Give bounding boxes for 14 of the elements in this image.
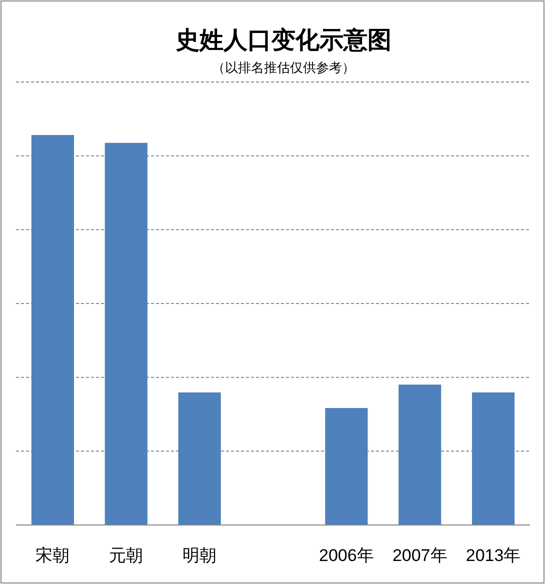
bar (178, 392, 221, 525)
bar (104, 142, 148, 525)
bar (472, 392, 515, 525)
x-tick-label: 2007年 (392, 546, 448, 565)
bar (325, 408, 368, 525)
bar (31, 135, 74, 525)
bar (398, 384, 442, 525)
x-tick-label: 2006年 (319, 546, 374, 565)
x-tick-label: 宋朝 (36, 546, 70, 565)
x-tick-label: 明朝 (182, 546, 217, 565)
chart-subtitle: （以排名推估仅供参考） (212, 60, 355, 75)
chart-title: 史姓人口变化示意图 (176, 27, 392, 54)
x-tick-label: 2013年 (466, 546, 521, 565)
x-tick-label: 元朝 (109, 546, 144, 565)
